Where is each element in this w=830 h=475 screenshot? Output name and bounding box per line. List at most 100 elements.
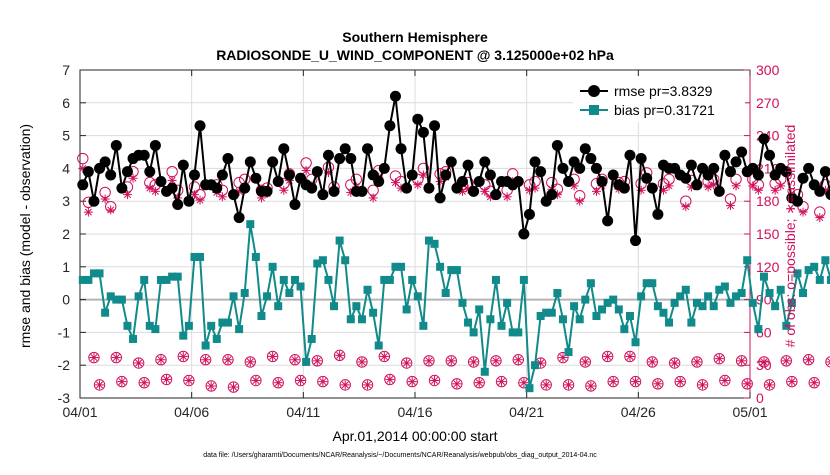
star-stroke (671, 359, 679, 367)
obs-assimilated-marker (100, 194, 110, 204)
x-tick-label: 04/16 (397, 404, 432, 420)
bias-point (804, 266, 813, 275)
x-tick-label: 04/26 (621, 404, 656, 420)
bias-point (787, 298, 796, 307)
rmse-point (814, 185, 826, 197)
bias-point (374, 341, 383, 350)
star-stroke (319, 378, 327, 386)
star-stroke (609, 378, 617, 386)
star-stroke (386, 375, 394, 383)
bias-point (324, 275, 333, 284)
y2-tick-label: 270 (756, 95, 780, 111)
x-tick-label: 04/06 (174, 404, 209, 420)
obs-assimilated-marker (223, 355, 233, 365)
bias-point (648, 279, 657, 288)
bias-point (156, 275, 165, 284)
obs-possible-marker (691, 356, 703, 368)
obs-possible-marker (512, 354, 524, 366)
obs-assimilated-marker (128, 173, 138, 183)
star-stroke (246, 358, 254, 366)
bias-point (642, 279, 651, 288)
star-stroke (788, 378, 796, 386)
series-lines-layer (77, 90, 830, 393)
obs-assimilated-marker (480, 186, 490, 196)
bias-point (637, 292, 646, 301)
bias-point (307, 334, 316, 343)
rmse-point (641, 172, 653, 184)
star-stroke (163, 375, 171, 383)
bias-point (609, 295, 618, 304)
obs-assimilated-marker (575, 196, 585, 206)
rmse-point (758, 133, 770, 145)
bias-point (223, 318, 232, 327)
bias-point (687, 318, 696, 327)
obs-possible-marker (205, 380, 217, 392)
y-tick-label: 3 (62, 193, 70, 209)
obs-possible-marker (668, 357, 681, 369)
bias-point (201, 341, 210, 350)
obs-assimilated-marker (217, 192, 227, 202)
obs-possible-marker (77, 152, 89, 165)
rmse-point (211, 182, 223, 194)
bias-point (620, 325, 629, 334)
bias-point (285, 289, 294, 298)
obs-possible-marker (674, 375, 686, 388)
rmse-point (272, 176, 284, 188)
obs-possible-marker (356, 356, 368, 368)
bias-point (536, 312, 545, 320)
rmse-point (574, 162, 586, 174)
obs-possible-marker (160, 373, 173, 386)
rmse-point (730, 156, 742, 168)
bias-point (826, 275, 830, 284)
rmse-point (334, 153, 346, 165)
rmse-point (825, 189, 830, 201)
obs-possible-marker (199, 354, 212, 366)
rmse-point (579, 143, 591, 155)
star-stroke (827, 358, 830, 362)
bias-point (207, 321, 216, 330)
bias-point (184, 321, 193, 330)
star-stroke (766, 381, 774, 389)
star-stroke (207, 382, 215, 390)
obs-assimilated-marker (647, 357, 657, 367)
y-tick-label: -2 (58, 357, 71, 373)
bias-point (458, 298, 467, 307)
bias-point (776, 285, 785, 294)
rmse-point (803, 162, 815, 174)
obs-assimilated-marker (670, 358, 680, 368)
star-stroke (185, 377, 193, 385)
obs-possible-marker (289, 354, 301, 366)
x-tick-label: 04/11 (286, 404, 320, 420)
bias-point (748, 298, 757, 307)
bias-point (581, 295, 590, 304)
obs-assimilated-marker (189, 190, 199, 200)
bias-point (670, 298, 679, 307)
star-stroke (380, 352, 388, 360)
bias-point (681, 285, 690, 294)
rmse-point (563, 176, 575, 188)
rmse-point (177, 159, 189, 171)
bias-point (391, 262, 400, 271)
obs-assimilated-marker (737, 356, 747, 366)
rmse-point (267, 156, 279, 168)
obs-assimilated-marker (407, 377, 417, 387)
obs-assimilated-marker (725, 201, 735, 211)
star-stroke (805, 356, 813, 364)
bias-point (129, 334, 138, 343)
obs-assimilated-marker (474, 378, 484, 388)
bias-point (726, 298, 735, 307)
bias-point (553, 289, 562, 298)
bias-point (436, 262, 445, 271)
bias-point (743, 256, 752, 265)
obs-possible-marker (339, 379, 351, 391)
obs-possible-marker (155, 354, 167, 366)
rmse-point (652, 208, 664, 220)
bias-point (279, 275, 288, 284)
star-stroke (112, 354, 120, 362)
obs-possible-marker (361, 379, 374, 391)
bias-point (653, 302, 662, 311)
star-stroke (632, 378, 640, 386)
star-stroke (447, 357, 455, 365)
obs-assimilated-marker (631, 377, 641, 387)
obs-assimilated-marker (268, 351, 278, 361)
